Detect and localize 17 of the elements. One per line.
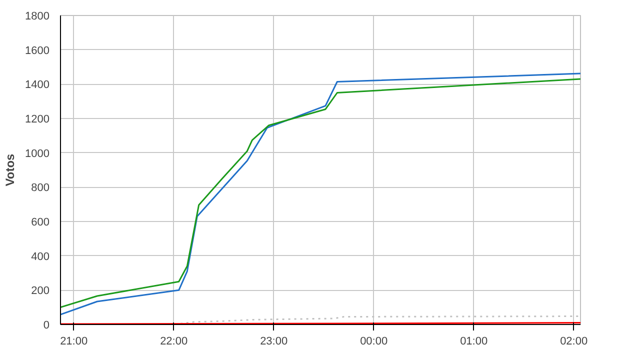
y-axis-title: Votos: [3, 153, 18, 186]
y-tick-label: 0: [43, 320, 50, 332]
y-tick-label: 1000: [25, 148, 50, 160]
x-tick-label: 00:00: [360, 336, 388, 348]
y-tick-label: 1600: [25, 44, 50, 57]
y-tick-label: 1200: [25, 114, 50, 126]
x-tick-label: 02:00: [560, 336, 588, 348]
y-tick-label: 800: [31, 182, 50, 194]
y-tick-label: 1400: [25, 79, 50, 92]
x-tick-label: 21:00: [60, 336, 88, 348]
y-tick-label: 600: [31, 216, 50, 228]
x-tick-label: 22:00: [160, 336, 188, 348]
x-tick-label: 23:00: [260, 336, 288, 348]
y-tick-label: 400: [31, 250, 50, 263]
x-tick-label: 01:00: [460, 336, 488, 348]
y-tick-label: 200: [31, 285, 50, 298]
y-tick-label: 1800: [25, 10, 50, 22]
